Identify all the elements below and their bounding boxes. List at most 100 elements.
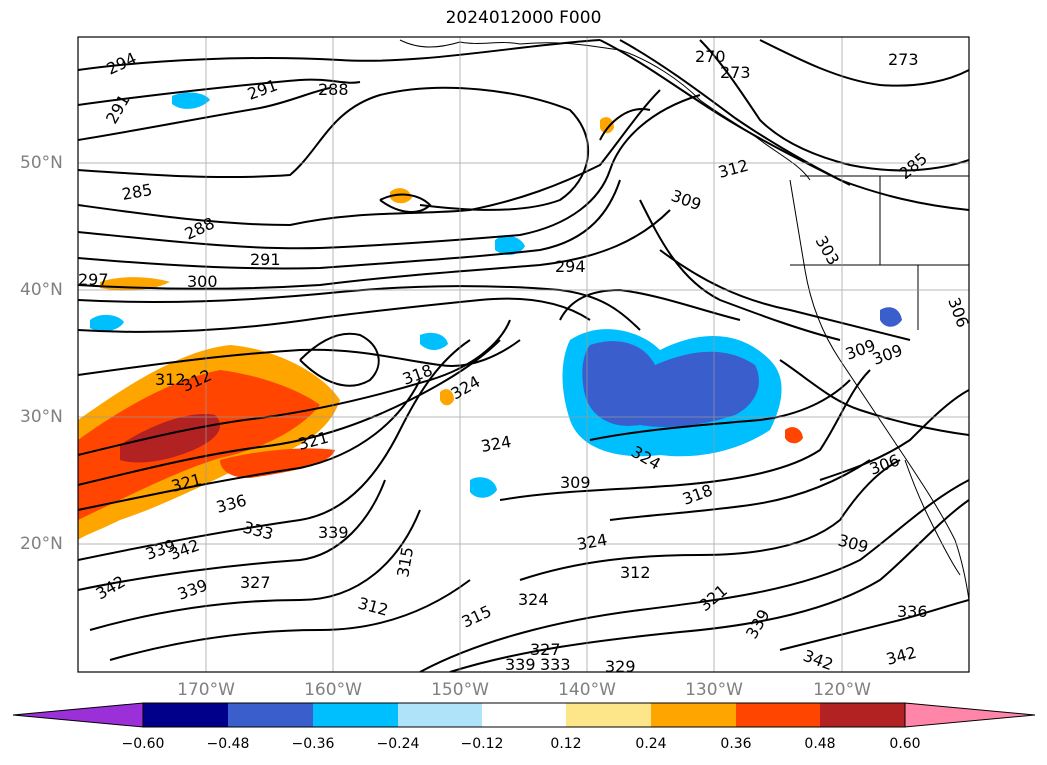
- lat-label-40n: 40°N: [20, 280, 63, 300]
- positive-anomaly-small-2: [390, 188, 412, 204]
- alaska-coastline: [399, 39, 811, 181]
- negative-anomaly-small-5: [420, 332, 448, 350]
- colorbar-extend-low: [12, 702, 144, 728]
- contour-label: 339: [742, 606, 774, 642]
- contour-label: 297: [78, 270, 109, 289]
- contour-label: 339: [318, 523, 349, 542]
- contour-label: 285: [120, 180, 153, 204]
- colorbar-bin: [736, 703, 820, 727]
- colorbar-extend-high: [904, 702, 1036, 728]
- contour-label: 327: [240, 573, 271, 592]
- lon-label-160w: 160°W: [304, 680, 362, 700]
- contour-label: 291: [102, 91, 134, 127]
- contour-label: 315: [393, 545, 417, 578]
- contour-label: 333: [241, 518, 275, 544]
- colorbar-tick-label: −0.48: [206, 736, 250, 752]
- lat-label-50n: 50°N: [20, 153, 63, 173]
- colorbar-tick-label: −0.36: [291, 736, 335, 752]
- positive-anomaly-small-4: [440, 389, 454, 406]
- contour-label: 285: [895, 149, 931, 183]
- colorbar-bin: [228, 703, 313, 727]
- map-frame: [77, 36, 970, 673]
- lon-label-120w: 120°W: [813, 680, 871, 700]
- colorbar-bin: [820, 703, 905, 727]
- contour-label: 333: [540, 655, 571, 674]
- contour-label: 312: [716, 156, 750, 182]
- lon-label-150w: 150°W: [431, 680, 489, 700]
- contour-label: 312: [356, 594, 390, 620]
- contour-label: 306: [944, 295, 972, 330]
- contour-label: 339: [175, 575, 210, 603]
- colorbar-tick-label: −0.60: [121, 736, 165, 752]
- contour-label: 339: [505, 655, 536, 674]
- contour-label: 294: [104, 48, 140, 78]
- anomaly-fill-layer: [78, 92, 902, 540]
- north-america-coastline: [789, 179, 969, 601]
- contour-label: 273: [888, 50, 919, 69]
- contour-label: 309: [669, 186, 704, 214]
- contour-label: 329: [605, 657, 636, 676]
- colorbar-tick-label: 0.12: [550, 736, 582, 752]
- gulf-california-coast: [904, 459, 961, 576]
- colorbar-bin: [143, 703, 228, 727]
- colorbar-tick-label: −0.12: [460, 736, 504, 752]
- contour-label: 315: [459, 601, 495, 631]
- contour-label: 324: [575, 530, 608, 554]
- contour-label: 273: [720, 63, 751, 82]
- colorbar-tick-label: 0.36: [720, 736, 752, 752]
- colorbar-tick-label: 0.48: [804, 736, 836, 752]
- coastline-layer: [399, 39, 969, 601]
- lon-label-140w: 140°W: [558, 680, 616, 700]
- map-title: 2024012000 F000: [445, 8, 602, 28]
- negative-anomaly-small-4: [470, 477, 497, 498]
- contour-label: 318: [400, 360, 435, 388]
- contour-layer: [78, 39, 969, 672]
- contour-label: 324: [479, 432, 512, 456]
- contour-label: 342: [801, 646, 836, 674]
- contour-label: 321: [695, 581, 731, 615]
- negative-anomaly-small-3: [172, 92, 210, 109]
- colorbar-bin: [482, 703, 566, 727]
- colorbar-bin: [566, 703, 651, 727]
- positive-anomaly-small-3: [785, 427, 803, 444]
- negative-anomaly-small-2: [90, 314, 124, 332]
- contour-label: 291: [245, 75, 280, 103]
- colorbar-bin: [651, 703, 736, 727]
- contour-label: 303: [812, 233, 844, 269]
- positive-anomaly-band: [220, 448, 335, 478]
- contour-label: 327: [530, 640, 561, 659]
- lon-label-170w: 170°W: [177, 680, 235, 700]
- contour-label: 309: [870, 340, 905, 368]
- lat-label-30n: 30°N: [20, 407, 63, 427]
- colorbar-bin: [398, 703, 482, 727]
- contour-label: 336: [214, 491, 248, 517]
- colorbar-tick-label: 0.24: [635, 736, 667, 752]
- contour-label: 312: [155, 370, 186, 389]
- contour-label: 270: [695, 47, 726, 66]
- contour-label: 300: [187, 272, 218, 291]
- lon-label-130w: 130°W: [685, 680, 743, 700]
- colorbar-bin: [313, 703, 398, 727]
- positive-anomaly-small-5: [600, 117, 614, 134]
- contour-label: 342: [884, 643, 918, 669]
- contour-label: 294: [555, 257, 586, 276]
- negative-anomaly-small-6: [880, 307, 902, 327]
- graticule: [78, 37, 969, 672]
- colorbar-tick-label: 0.60: [889, 736, 921, 752]
- negative-anomaly-small-1: [495, 235, 525, 255]
- positive-anomaly-peak: [120, 414, 221, 463]
- contour-label: 309: [836, 531, 870, 557]
- contour-label: 336: [897, 602, 928, 621]
- negative-anomaly-core: [582, 341, 759, 427]
- contour-label: 312: [620, 563, 651, 582]
- contour-label: 324: [518, 590, 549, 609]
- contour-label: 306: [867, 450, 902, 478]
- colorbar-tick-label: −0.24: [376, 736, 420, 752]
- lat-label-20n: 20°N: [20, 534, 63, 554]
- contour-label: 342: [93, 572, 129, 604]
- contour-label: 288: [318, 80, 349, 99]
- contour-label: 309: [560, 473, 591, 492]
- contour-label: 291: [250, 250, 281, 269]
- colorbar: [12, 702, 1036, 728]
